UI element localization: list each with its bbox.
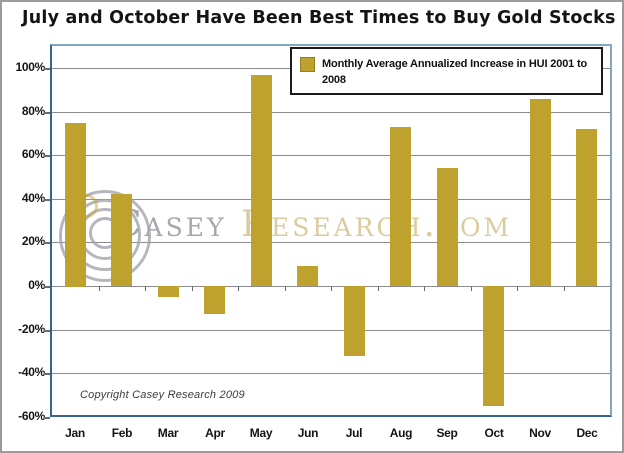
y-axis-label--60: -60% [18, 408, 45, 423]
bar-jan [65, 123, 86, 287]
x-axis-label-jan: Jan [65, 426, 85, 440]
chart-title: July and October Have Been Best Times to… [22, 8, 616, 28]
bar-aug [390, 127, 411, 286]
y-axis-label-80: 80% [21, 103, 45, 118]
x-axis-label-oct: Oct [484, 426, 504, 440]
x-axis-tick [99, 286, 100, 291]
y-axis-label--40: -40% [18, 365, 45, 380]
gridline--20 [52, 329, 610, 331]
y-axis-tick [44, 111, 50, 114]
x-axis-tick [471, 286, 472, 291]
x-axis-label-nov: Nov [529, 426, 551, 440]
y-axis-label-100: 100% [15, 60, 46, 74]
bar-sep [437, 168, 458, 286]
x-axis-label-sep: Sep [436, 426, 458, 440]
bar-may [251, 75, 272, 286]
y-axis-tick [44, 68, 50, 70]
x-axis-label-dec: Dec [576, 426, 598, 440]
y-axis-tick [44, 155, 50, 158]
x-axis-label-may: May [249, 426, 273, 440]
watermark-researchcom-text: Research.com [240, 204, 513, 245]
y-axis-label--20: -20% [18, 321, 45, 336]
x-axis-label-mar: Mar [157, 426, 179, 440]
gridline-60 [52, 155, 610, 157]
x-axis-tick [331, 286, 332, 291]
x-axis-label-feb: Feb [111, 426, 133, 440]
x-axis-tick [145, 286, 146, 291]
x-axis-label-jun: Jun [297, 426, 319, 440]
y-axis-tick [44, 416, 50, 419]
y-axis-tick [44, 286, 50, 288]
y-axis-label-60: 60% [21, 147, 45, 162]
x-axis-label-jul: Jul [345, 426, 363, 440]
gridline-20 [52, 242, 610, 244]
bar-apr [204, 286, 225, 314]
y-axis-label-40: 40% [21, 190, 45, 205]
bar-jul [344, 286, 365, 356]
bar-nov [530, 99, 551, 286]
legend-swatch-icon [300, 57, 315, 72]
bar-jun [297, 266, 318, 286]
legend-label: Monthly Average Annualized Increase in H… [322, 58, 588, 86]
x-axis-tick [285, 286, 286, 291]
x-axis-tick [424, 286, 425, 291]
legend: Monthly Average Annualized Increase in H… [290, 47, 603, 95]
bar-oct [483, 286, 504, 406]
y-axis-label-0: 0% [28, 278, 45, 292]
bar-feb [111, 194, 132, 286]
gridline-40 [52, 198, 610, 200]
casey-research-watermark: Casey Research.com [52, 46, 610, 415]
x-axis-label-aug: Aug [389, 426, 413, 440]
x-axis-tick [564, 286, 565, 291]
x-axis-tick [378, 286, 379, 291]
copyright-text: Copyright Casey Research 2009 [80, 389, 245, 401]
gridline-80 [52, 111, 610, 113]
y-axis-label-20: 20% [21, 234, 45, 249]
x-axis-tick [517, 286, 518, 291]
plot-area: Casey Research.com Copyright Casey Resea… [50, 44, 612, 417]
x-axis-tick [192, 286, 193, 291]
bar-mar [158, 286, 179, 297]
x-axis-tick [238, 286, 239, 291]
y-axis-tick [44, 373, 50, 376]
y-axis-tick [44, 242, 50, 245]
y-axis-tick [44, 198, 50, 201]
gridline--40 [52, 373, 610, 375]
y-axis-tick [44, 329, 50, 332]
x-axis-label-apr: Apr [205, 426, 225, 440]
bar-dec [576, 129, 597, 286]
